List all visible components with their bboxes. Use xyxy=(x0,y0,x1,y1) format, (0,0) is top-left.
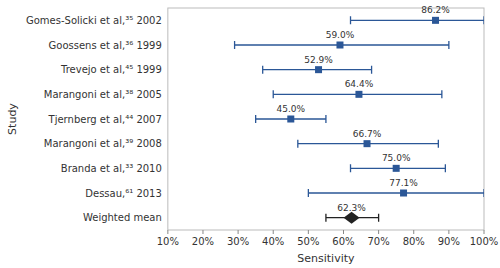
x-tick xyxy=(202,230,203,234)
data-label: 75.0% xyxy=(382,153,411,163)
y-tick-label: Weighted mean xyxy=(83,212,162,223)
data-label: 66.7% xyxy=(353,129,382,139)
x-tick xyxy=(308,230,309,234)
y-tick-label: Tjernberg et al,⁴⁴ 2007 xyxy=(48,114,162,125)
y-tick-label: Dessau,⁶¹ 2013 xyxy=(85,188,162,199)
x-tick-label: 10% xyxy=(157,236,179,247)
x-tick xyxy=(273,230,274,234)
y-tick-label: Trevejo et al,⁴⁵ 1999 xyxy=(60,64,162,75)
y-tick-label: Goossens et al,³⁶ 1999 xyxy=(49,40,162,51)
y-axis-label: Study xyxy=(6,103,19,135)
square-marker xyxy=(336,42,343,49)
y-tick-label: Gomes-Solicki et al,³⁵ 2002 xyxy=(26,15,162,26)
square-marker xyxy=(393,165,400,172)
x-tick xyxy=(448,230,449,234)
x-tick-label: 20% xyxy=(192,236,214,247)
data-labels: 86.2% 59.0% 52.9% 64.4% 45.0% 66.7% 75.0% 77.1%… xyxy=(276,5,450,212)
marks xyxy=(235,16,484,223)
square-marker xyxy=(364,140,371,147)
x-tick xyxy=(484,230,485,234)
error-bar xyxy=(263,66,372,74)
x-tick xyxy=(238,230,239,234)
error-bar xyxy=(235,41,449,49)
data-label: 86.2% xyxy=(421,5,450,15)
x-axis-label: Sensitivity xyxy=(297,252,355,265)
data-label: 64.4% xyxy=(345,79,374,89)
x-tick xyxy=(378,230,379,234)
square-marker xyxy=(315,66,322,73)
data-label: 59.0% xyxy=(326,30,355,40)
y-tick-label: Marangoni et al,³⁸ 2005 xyxy=(44,89,162,100)
y-tick-label: Marangoni et al,³⁹ 2008 xyxy=(44,138,162,149)
data-label: 45.0% xyxy=(276,104,305,114)
error-bar xyxy=(351,164,446,172)
error-bar xyxy=(298,140,439,148)
x-tick xyxy=(343,230,344,234)
error-bar xyxy=(308,189,484,197)
error-bar xyxy=(351,16,484,24)
x-tick-label: 70% xyxy=(367,236,389,247)
x-tick-label: 60% xyxy=(332,236,354,247)
square-marker xyxy=(400,190,407,197)
x-tick-label: 40% xyxy=(262,236,284,247)
data-label: 62.3% xyxy=(337,203,366,213)
x-tick xyxy=(167,230,168,234)
x-tick-label: 30% xyxy=(227,236,249,247)
error-bar xyxy=(256,115,326,123)
error-bar xyxy=(273,90,442,98)
chart: Gomes-Solicki et al,³⁵ 2002 Goossens et a… xyxy=(0,0,500,268)
y-tick-label: Branda et al,³³ 2010 xyxy=(61,163,162,174)
square-marker xyxy=(355,91,362,98)
x-tick xyxy=(413,230,414,234)
x-tick-label: 50% xyxy=(297,236,319,247)
plot-frame xyxy=(168,8,484,230)
data-label: 52.9% xyxy=(304,55,333,65)
x-tick-label: 90% xyxy=(438,236,460,247)
x-tick-label: 100% xyxy=(470,236,499,247)
square-marker xyxy=(432,17,439,24)
diamond-marker xyxy=(344,212,360,224)
square-marker xyxy=(287,116,294,123)
x-tick-label: 80% xyxy=(403,236,425,247)
data-label: 77.1% xyxy=(389,178,418,188)
